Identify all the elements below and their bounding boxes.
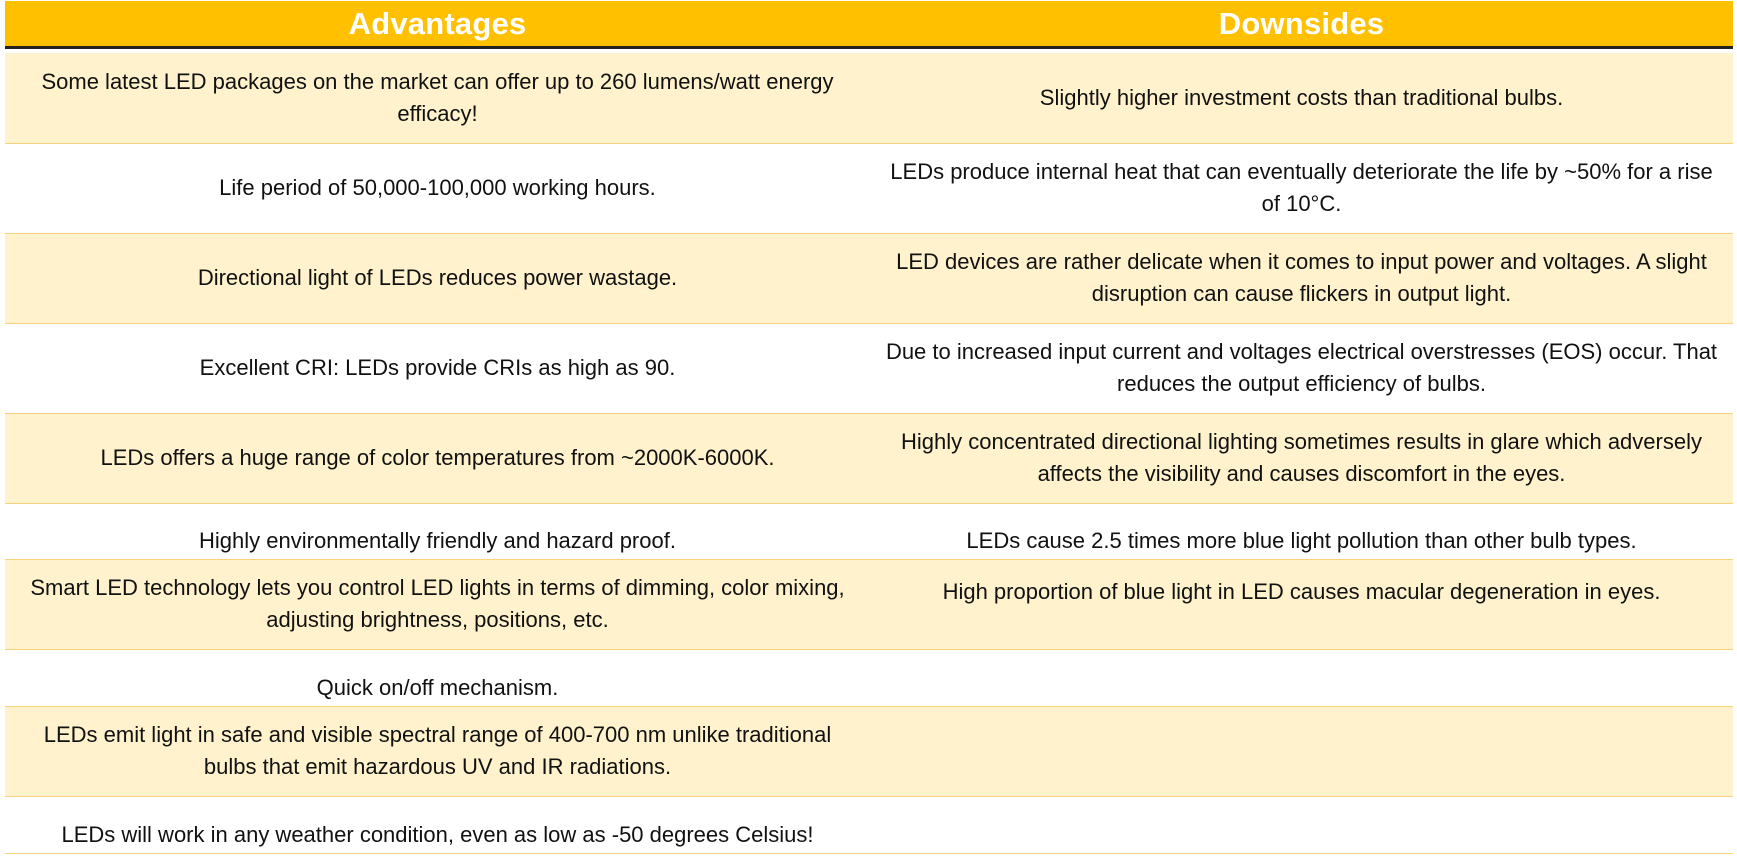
table-body: Some latest LED packages on the market c… (5, 53, 1733, 854)
table-row: LEDs will work in any weather condition,… (5, 796, 1733, 854)
advantages-column-header: Advantages (5, 1, 870, 49)
advantage-text: Highly environmentally friendly and haza… (199, 527, 676, 553)
table-row: Directional light of LEDs reduces power … (5, 233, 1733, 324)
advantage-cell: LEDs will work in any weather condition,… (5, 796, 870, 854)
header-row: Advantages Downsides (5, 1, 1733, 49)
table-row: Highly environmentally friendly and haza… (5, 503, 1733, 560)
table-row: LEDs emit light in safe and visible spec… (5, 706, 1733, 797)
downside-cell-empty (870, 796, 1733, 854)
downsides-column-header: Downsides (870, 1, 1733, 49)
advantage-text: Excellent CRI: LEDs provide CRIs as high… (199, 355, 676, 380)
advantage-text: Directional light of LEDs reduces power … (197, 265, 678, 290)
table-header: Advantages Downsides (5, 1, 1733, 53)
downside-text: High proportion of blue light in LED cau… (942, 578, 1661, 604)
downside-cell: LED devices are rather delicate when it … (870, 233, 1733, 324)
advantage-cell: Smart LED technology lets you control LE… (5, 559, 870, 650)
advantage-cell: Quick on/off mechanism. (5, 649, 870, 707)
advantage-text: Life period of 50,000-100,000 working ho… (219, 175, 656, 200)
table-row: Quick on/off mechanism. (5, 649, 1733, 707)
downside-cell-empty (870, 649, 1733, 707)
comparison-table-container: Advantages Downsides Some latest LED pac… (5, 1, 1733, 854)
downside-cell: LEDs produce internal heat that can even… (870, 143, 1733, 234)
advantage-text: Quick on/off mechanism. (316, 674, 559, 700)
advantage-text: Smart LED technology lets you control LE… (30, 575, 845, 632)
advantage-cell: Directional light of LEDs reduces power … (5, 233, 870, 324)
advantage-text: Some latest LED packages on the market c… (41, 68, 834, 126)
downside-cell: High proportion of blue light in LED cau… (870, 559, 1733, 650)
downside-text: LEDs cause 2.5 times more blue light pol… (966, 527, 1637, 553)
downside-text: LEDs produce internal heat that can even… (890, 159, 1713, 216)
led-advantages-downsides-table: Advantages Downsides Some latest LED pac… (5, 1, 1733, 854)
table-row: Smart LED technology lets you control LE… (5, 559, 1733, 650)
header-divider (5, 47, 1733, 53)
downside-cell: Highly concentrated directional lighting… (870, 413, 1733, 504)
advantage-cell: LEDs emit light in safe and visible spec… (5, 706, 870, 797)
downside-text: Slightly higher investment costs than tr… (1039, 84, 1564, 110)
downside-cell: LEDs cause 2.5 times more blue light pol… (870, 503, 1733, 560)
table-row: Excellent CRI: LEDs provide CRIs as high… (5, 323, 1733, 414)
advantage-text: LEDs emit light in safe and visible spec… (43, 722, 832, 779)
advantage-cell: Some latest LED packages on the market c… (5, 53, 870, 144)
downside-cell-empty (870, 706, 1733, 797)
header-divider-left (5, 47, 870, 53)
header-divider-right (870, 47, 1733, 53)
advantage-cell: Life period of 50,000-100,000 working ho… (5, 143, 870, 234)
table-row: Some latest LED packages on the market c… (5, 53, 1733, 144)
advantage-text: LEDs will work in any weather condition,… (61, 821, 814, 847)
advantage-cell: Highly environmentally friendly and haza… (5, 503, 870, 560)
advantage-text: LEDs offers a huge range of color temper… (100, 445, 775, 470)
advantage-cell: Excellent CRI: LEDs provide CRIs as high… (5, 323, 870, 414)
downside-cell: Due to increased input current and volta… (870, 323, 1733, 414)
advantage-cell: LEDs offers a huge range of color temper… (5, 413, 870, 504)
table-row: LEDs offers a huge range of color temper… (5, 413, 1733, 504)
downside-cell: Slightly higher investment costs than tr… (870, 53, 1733, 144)
downside-text: LED devices are rather delicate when it … (896, 249, 1707, 306)
table-row: Life period of 50,000-100,000 working ho… (5, 143, 1733, 234)
downside-text: Due to increased input current and volta… (885, 339, 1718, 396)
downside-text: Highly concentrated directional lighting… (901, 429, 1702, 486)
